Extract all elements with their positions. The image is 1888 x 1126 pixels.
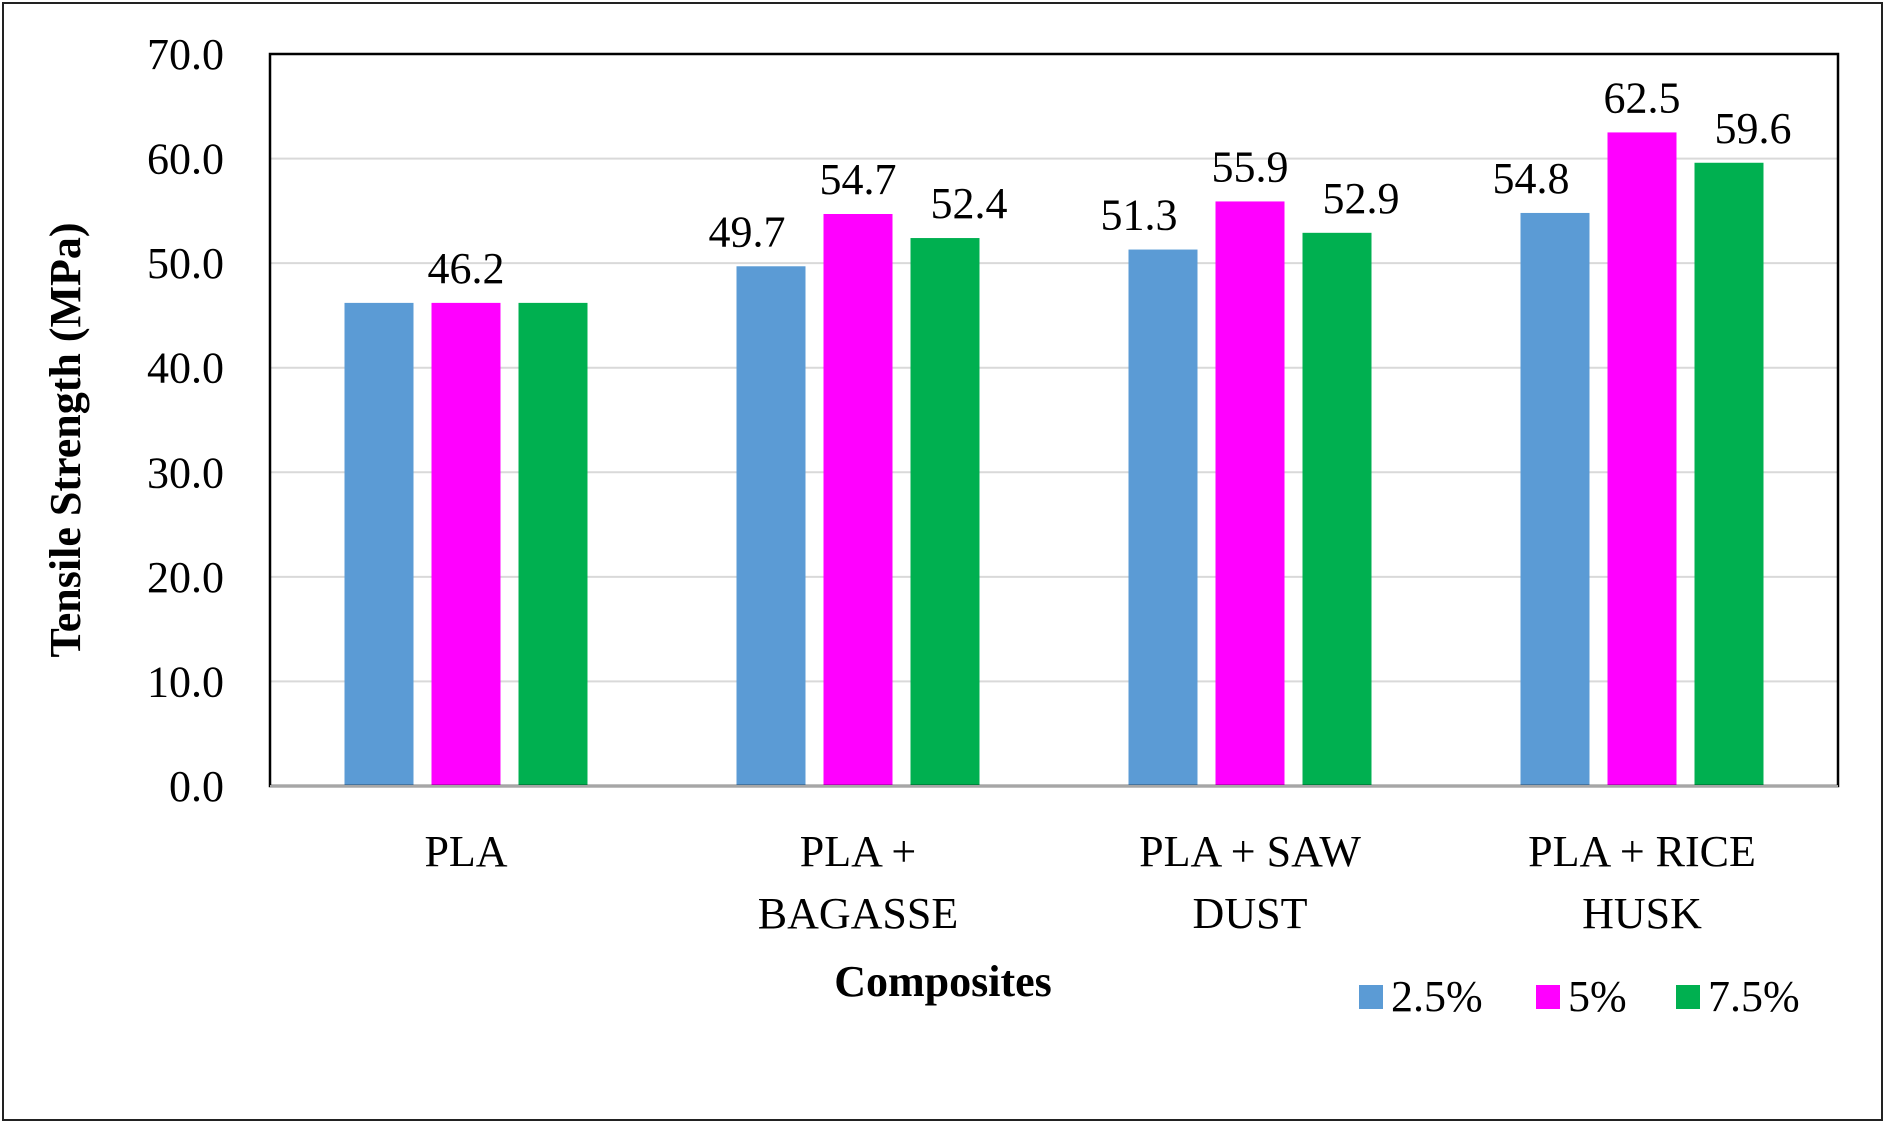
legend: 2.5% 5% 7.5% [1359, 972, 1800, 1021]
data-label: 52.4 [931, 179, 1008, 228]
data-label: 54.7 [820, 155, 897, 204]
data-label: 59.6 [1715, 104, 1792, 153]
plot-area-border [268, 52, 1840, 788]
bar-7-5pct [910, 238, 980, 786]
bar-2-5pct [1128, 249, 1198, 786]
data-label: 51.3 [1101, 191, 1178, 240]
bar-2-5pct [1520, 212, 1590, 786]
data-label: 62.5 [1604, 73, 1681, 122]
y-tick-label: 10.0 [147, 657, 224, 706]
x-category-label: PLA [424, 827, 507, 876]
bar-2-5pct [344, 302, 414, 786]
y-tick-label: 0.0 [169, 762, 224, 811]
gridlines [270, 157, 1838, 683]
y-tick-label: 60.0 [147, 135, 224, 184]
x-category-label: BAGASSE [758, 889, 959, 938]
x-axis-categories: PLA PLA + BAGASSE PLA + SAW DUST PLA + RICE HU… [424, 827, 1755, 938]
legend-label: 5% [1568, 972, 1627, 1021]
bar-5pct [1607, 132, 1677, 786]
data-label: 54.8 [1493, 154, 1570, 203]
y-axis-title: Tensile Strength (MPa) [41, 222, 90, 657]
legend-swatch [1359, 985, 1383, 1009]
y-tick-label: 70.0 [147, 30, 224, 79]
legend-label: 7.5% [1708, 972, 1800, 1021]
bar-5pct [1215, 201, 1285, 787]
y-tick-label: 50.0 [147, 239, 224, 288]
y-tick-label: 20.0 [147, 553, 224, 602]
data-label: 49.7 [709, 207, 786, 256]
data-label: 46.2 [428, 244, 505, 293]
data-labels: 46.2 49.7 54.7 52.4 51.3 55.9 52.9 54.8 62.5 59.6 [428, 73, 1792, 292]
bar-7-5pct [1694, 162, 1764, 787]
bar-7-5pct [1302, 232, 1372, 786]
bars [344, 132, 1764, 787]
x-axis-title: Composites [834, 957, 1052, 1006]
data-label: 52.9 [1323, 174, 1400, 223]
x-category-label: PLA + [800, 827, 917, 876]
y-tick-label: 40.0 [147, 344, 224, 393]
x-category-label: HUSK [1582, 889, 1702, 938]
x-category-label: PLA + SAW [1139, 827, 1361, 876]
y-tick-label: 30.0 [147, 448, 224, 497]
bar-7-5pct [518, 302, 588, 786]
x-category-label: DUST [1193, 889, 1308, 938]
data-label: 55.9 [1212, 142, 1289, 191]
legend-swatch [1536, 985, 1560, 1009]
bar-2-5pct [736, 266, 806, 786]
legend-swatch [1676, 985, 1700, 1009]
legend-label: 2.5% [1391, 972, 1483, 1021]
bar-5pct [823, 213, 893, 787]
y-axis-ticks: 0.0 10.0 20.0 30.0 40.0 50.0 60.0 70.0 [147, 30, 224, 811]
bar-5pct [431, 302, 501, 786]
x-category-label: PLA + RICE [1528, 827, 1756, 876]
